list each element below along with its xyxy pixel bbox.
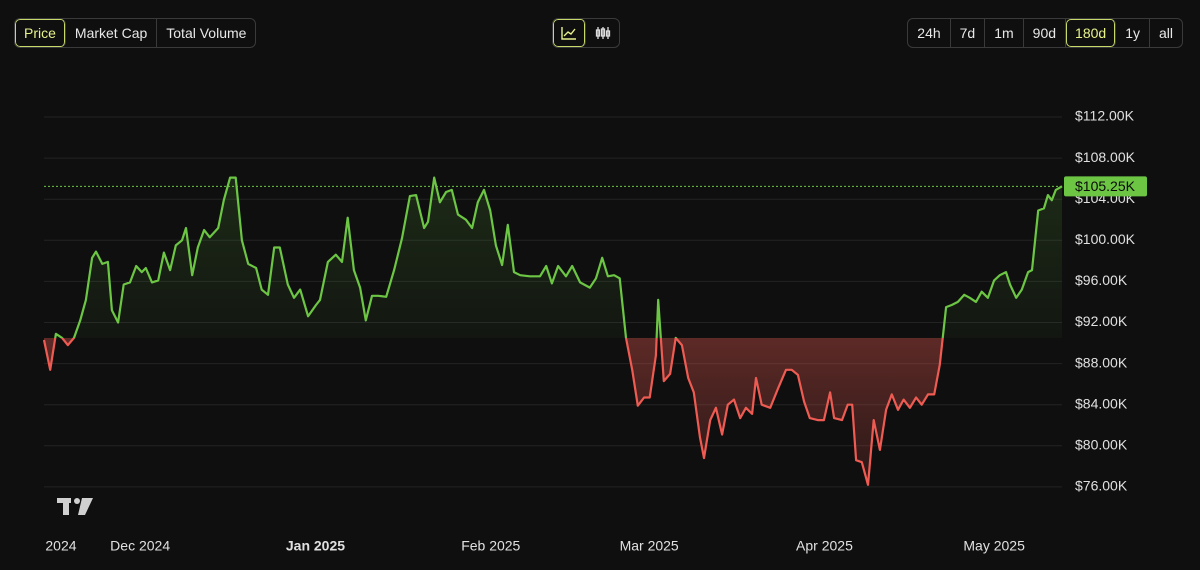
x-tick-label: Feb 2025	[461, 538, 520, 554]
range-tab[interactable]: 7d	[951, 19, 986, 47]
metric-tab[interactable]: Total Volume	[166, 25, 247, 41]
x-tick-label: Mar 2025	[620, 538, 679, 554]
y-tick-label: $84.00K	[1075, 395, 1128, 411]
metric-tabs: Price Market Cap Total Volume	[14, 18, 257, 48]
range-tab[interactable]: 90d	[1024, 19, 1067, 47]
line-chart-button[interactable]	[553, 19, 586, 47]
x-tick-label: May 2025	[963, 538, 1025, 554]
chart-type-toggle	[552, 18, 620, 48]
y-tick-label: $96.00K	[1075, 272, 1128, 288]
y-tick-label: $88.00K	[1075, 354, 1128, 370]
y-tick-label: $100.00K	[1075, 231, 1136, 247]
range-tab[interactable]: 24h	[908, 19, 951, 47]
last-price-label: $105.25K	[1075, 178, 1136, 194]
metric-tab[interactable]: Market Cap	[66, 19, 158, 47]
y-tick-label: $92.00K	[1075, 313, 1128, 329]
y-tick-label: $112.00K	[1075, 108, 1135, 124]
y-tick-label: $80.00K	[1075, 437, 1128, 453]
range-tab[interactable]: all	[1158, 25, 1173, 41]
range-tabs: 24h 7d 1m 90d 180d 1y all	[907, 18, 1183, 48]
range-tab[interactable]: 1m	[985, 19, 1024, 47]
y-tick-label: $108.00K	[1075, 149, 1136, 165]
x-tick-label: Apr 2025	[796, 538, 853, 554]
y-tick-label: $104.00K	[1075, 190, 1136, 206]
price-area	[44, 177, 1062, 485]
x-tick-label: 2024	[45, 538, 76, 554]
price-line	[42, 176, 1063, 486]
y-tick-label: $76.00K	[1075, 478, 1128, 494]
candle-chart-button[interactable]	[586, 19, 619, 47]
candle-icon	[595, 27, 610, 39]
range-tab[interactable]: 180d	[1066, 19, 1117, 47]
line-icon	[561, 27, 576, 40]
watermark-logo	[57, 498, 93, 515]
x-tick-label: Jan 2025	[286, 538, 345, 554]
last-price-badge	[1064, 176, 1147, 197]
x-tick-label: Dec 2024	[110, 538, 170, 554]
metric-tab[interactable]: Price	[15, 19, 66, 47]
range-tab[interactable]: 1y	[1116, 19, 1150, 47]
